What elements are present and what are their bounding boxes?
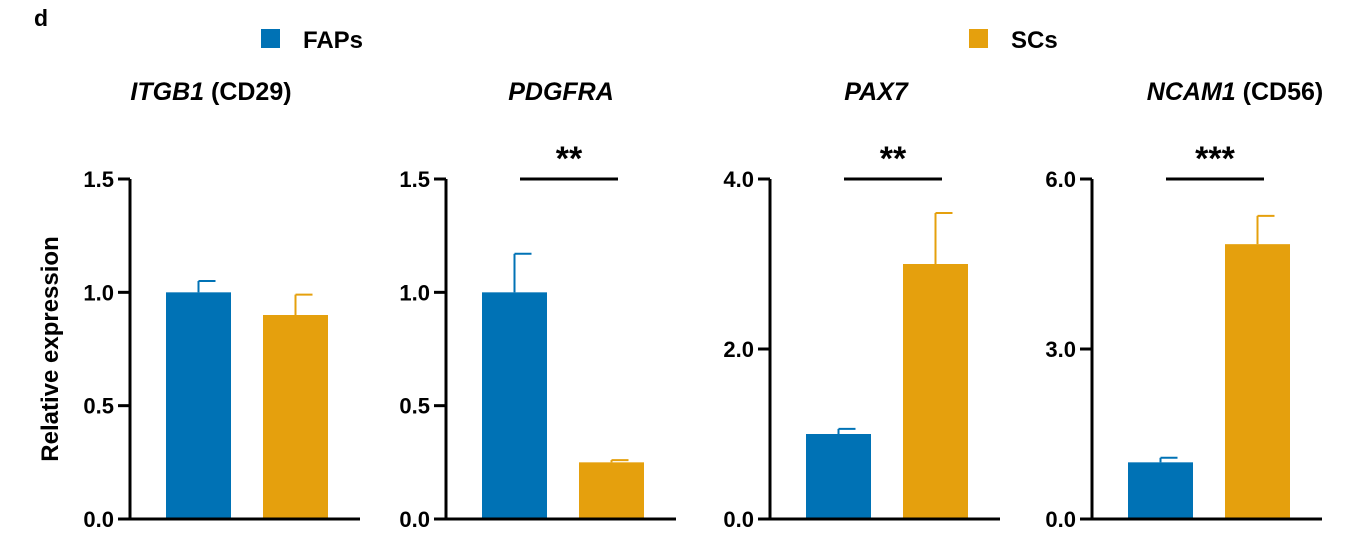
y-tick-label-0-2: 1.0 bbox=[83, 280, 114, 305]
y-tick-label-1-1: 0.5 bbox=[399, 394, 430, 419]
chart-title-2: PAX7 bbox=[844, 78, 909, 106]
bar-0-0 bbox=[166, 292, 231, 518]
legend: FAPs SCs bbox=[261, 27, 1058, 54]
y-tick-label-2-0: 0.0 bbox=[723, 507, 754, 532]
bar-1-1 bbox=[579, 462, 644, 518]
chart-title-1: PDGFRA bbox=[508, 78, 614, 106]
y-tick-label-3-2: 6.0 bbox=[1045, 167, 1076, 192]
y-tick-label-0-0: 0.0 bbox=[83, 507, 114, 532]
legend-swatch-scs bbox=[969, 29, 988, 48]
chart-title-0: ITGB1 (CD29) bbox=[130, 78, 291, 106]
y-tick-label-2-2: 4.0 bbox=[723, 167, 754, 192]
y-tick-label-1-0: 0.0 bbox=[399, 507, 430, 532]
y-tick-label-0-3: 1.5 bbox=[83, 167, 114, 192]
y-tick-label-3-1: 3.0 bbox=[1045, 337, 1076, 362]
chart-title-suffix-3: (CD56) bbox=[1236, 78, 1324, 106]
significance-label-3: *** bbox=[1195, 140, 1235, 178]
chart-title-gene-3: NCAM1 bbox=[1147, 78, 1236, 106]
chart-title-suffix-0: (CD29) bbox=[204, 78, 292, 106]
chart-title-gene-2: PAX7 bbox=[844, 78, 909, 106]
bar-2-1 bbox=[903, 264, 968, 518]
bar-0-1 bbox=[263, 315, 328, 518]
chart-title-gene-1: PDGFRA bbox=[508, 78, 614, 106]
panel-label: d bbox=[34, 5, 48, 31]
y-tick-label-1-2: 1.0 bbox=[399, 280, 430, 305]
y-tick-label-0-1: 0.5 bbox=[83, 394, 114, 419]
legend-swatch-faps bbox=[261, 29, 280, 48]
bar-2-0 bbox=[806, 434, 871, 518]
chart-title-gene-0: ITGB1 bbox=[130, 78, 204, 106]
legend-label-faps: FAPs bbox=[303, 27, 363, 54]
legend-label-scs: SCs bbox=[1011, 27, 1058, 54]
bar-charts: ITGB1 (CD29) 0.0 0.5 1.0 1.5 PDGFRA 0.0 0.5 1.0 1… bbox=[83, 78, 1323, 532]
y-tick-label-2-1: 2.0 bbox=[723, 337, 754, 362]
significance-label-1: ** bbox=[556, 140, 583, 178]
bar-3-1 bbox=[1225, 244, 1290, 518]
significance-label-2: ** bbox=[880, 140, 907, 178]
chart-title-3: NCAM1 (CD56) bbox=[1147, 78, 1323, 106]
y-tick-label-1-3: 1.5 bbox=[399, 167, 430, 192]
y-tick-label-3-0: 0.0 bbox=[1045, 507, 1076, 532]
bar-3-0 bbox=[1128, 462, 1193, 518]
y-axis-label: Relative expression bbox=[37, 236, 64, 461]
bar-1-0 bbox=[482, 292, 547, 518]
